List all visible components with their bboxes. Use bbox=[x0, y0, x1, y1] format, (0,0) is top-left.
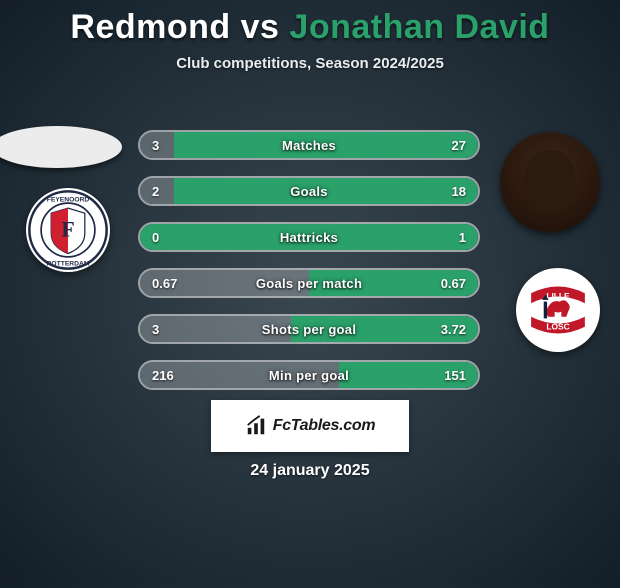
bars-icon bbox=[245, 415, 267, 437]
stat-row: 0.67 0.67 Goals per match bbox=[138, 268, 480, 298]
stat-value-left: 3 bbox=[152, 316, 159, 342]
stat-row: 3 3.72 Shots per goal bbox=[138, 314, 480, 344]
svg-text:FEYENOORD: FEYENOORD bbox=[47, 196, 90, 203]
svg-text:LILLE: LILLE bbox=[546, 291, 570, 301]
stat-value-right: 1 bbox=[459, 224, 466, 250]
stat-value-right: 18 bbox=[452, 178, 466, 204]
club-badge-left: FEYENOORD ROTTERDAM F bbox=[26, 188, 110, 272]
svg-text:F: F bbox=[61, 218, 74, 242]
vs-text: vs bbox=[241, 8, 280, 46]
stat-value-right: 151 bbox=[444, 362, 466, 388]
stats-comparison: 3 27 Matches 2 18 Goals 0 1 Hattricks 0.67 0.67 Goa… bbox=[138, 130, 480, 406]
stat-label: Goals bbox=[290, 184, 328, 199]
brand-box: FcTables.com bbox=[211, 400, 409, 452]
footer-date: 24 january 2025 bbox=[0, 462, 620, 480]
player2-name: Jonathan David bbox=[289, 8, 549, 46]
player1-name: Redmond bbox=[70, 8, 230, 46]
player1-photo bbox=[0, 126, 122, 168]
losc-crest-icon: LILLE LOSC bbox=[516, 268, 600, 352]
stat-row: 216 151 Min per goal bbox=[138, 360, 480, 390]
subtitle: Club competitions, Season 2024/2025 bbox=[0, 55, 620, 72]
svg-text:LOSC: LOSC bbox=[546, 321, 569, 331]
stat-label: Min per goal bbox=[269, 368, 349, 383]
stat-value-left: 216 bbox=[152, 362, 174, 388]
stat-row: 0 1 Hattricks bbox=[138, 222, 480, 252]
stat-value-left: 0.67 bbox=[152, 270, 177, 296]
svg-text:ROTTERDAM: ROTTERDAM bbox=[47, 260, 90, 267]
stat-label: Shots per goal bbox=[262, 322, 357, 337]
stat-value-left: 0 bbox=[152, 224, 159, 250]
stat-label: Goals per match bbox=[256, 276, 362, 291]
stat-value-left: 2 bbox=[152, 178, 159, 204]
club-badge-right: LILLE LOSC bbox=[516, 268, 600, 352]
stat-value-right: 27 bbox=[452, 132, 466, 158]
page-title: Redmond vs Jonathan David bbox=[0, 8, 620, 47]
stat-value-right: 3.72 bbox=[441, 316, 466, 342]
stat-label: Matches bbox=[282, 138, 336, 153]
player2-photo bbox=[500, 132, 600, 232]
stat-row: 3 27 Matches bbox=[138, 130, 480, 160]
feyenoord-crest-icon: FEYENOORD ROTTERDAM F bbox=[26, 188, 110, 272]
stat-label: Hattricks bbox=[280, 230, 338, 245]
stat-row: 2 18 Goals bbox=[138, 176, 480, 206]
stat-value-right: 0.67 bbox=[441, 270, 466, 296]
stat-value-left: 3 bbox=[152, 132, 159, 158]
brand-text: FcTables.com bbox=[273, 417, 376, 435]
